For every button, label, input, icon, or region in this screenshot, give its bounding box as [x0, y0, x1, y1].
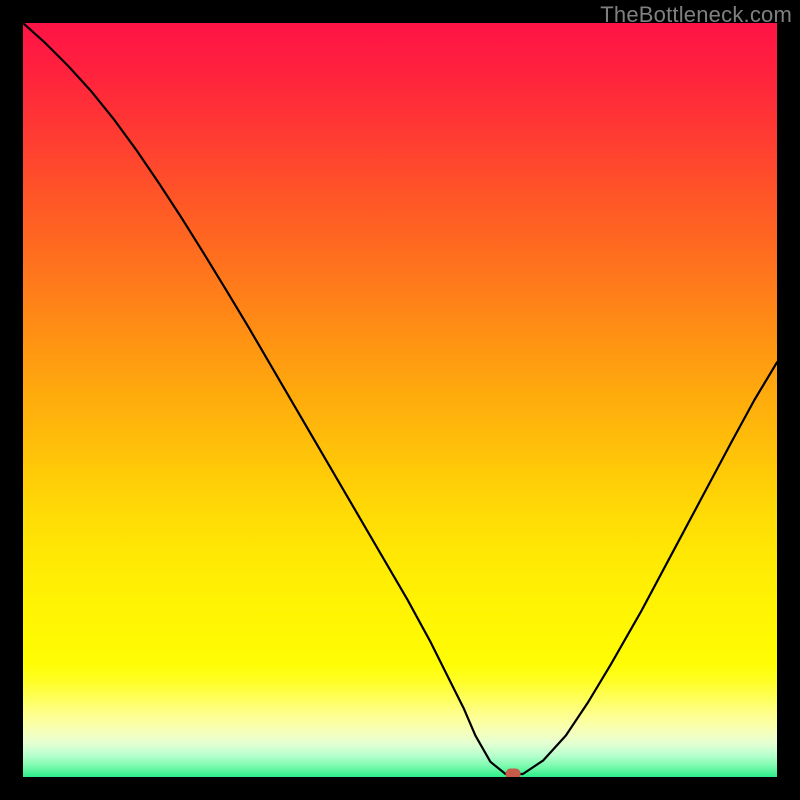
bottleneck-chart — [23, 23, 777, 777]
valley-marker — [506, 768, 521, 777]
chart-background — [23, 23, 777, 777]
chart-container: TheBottleneck.com — [0, 0, 800, 800]
